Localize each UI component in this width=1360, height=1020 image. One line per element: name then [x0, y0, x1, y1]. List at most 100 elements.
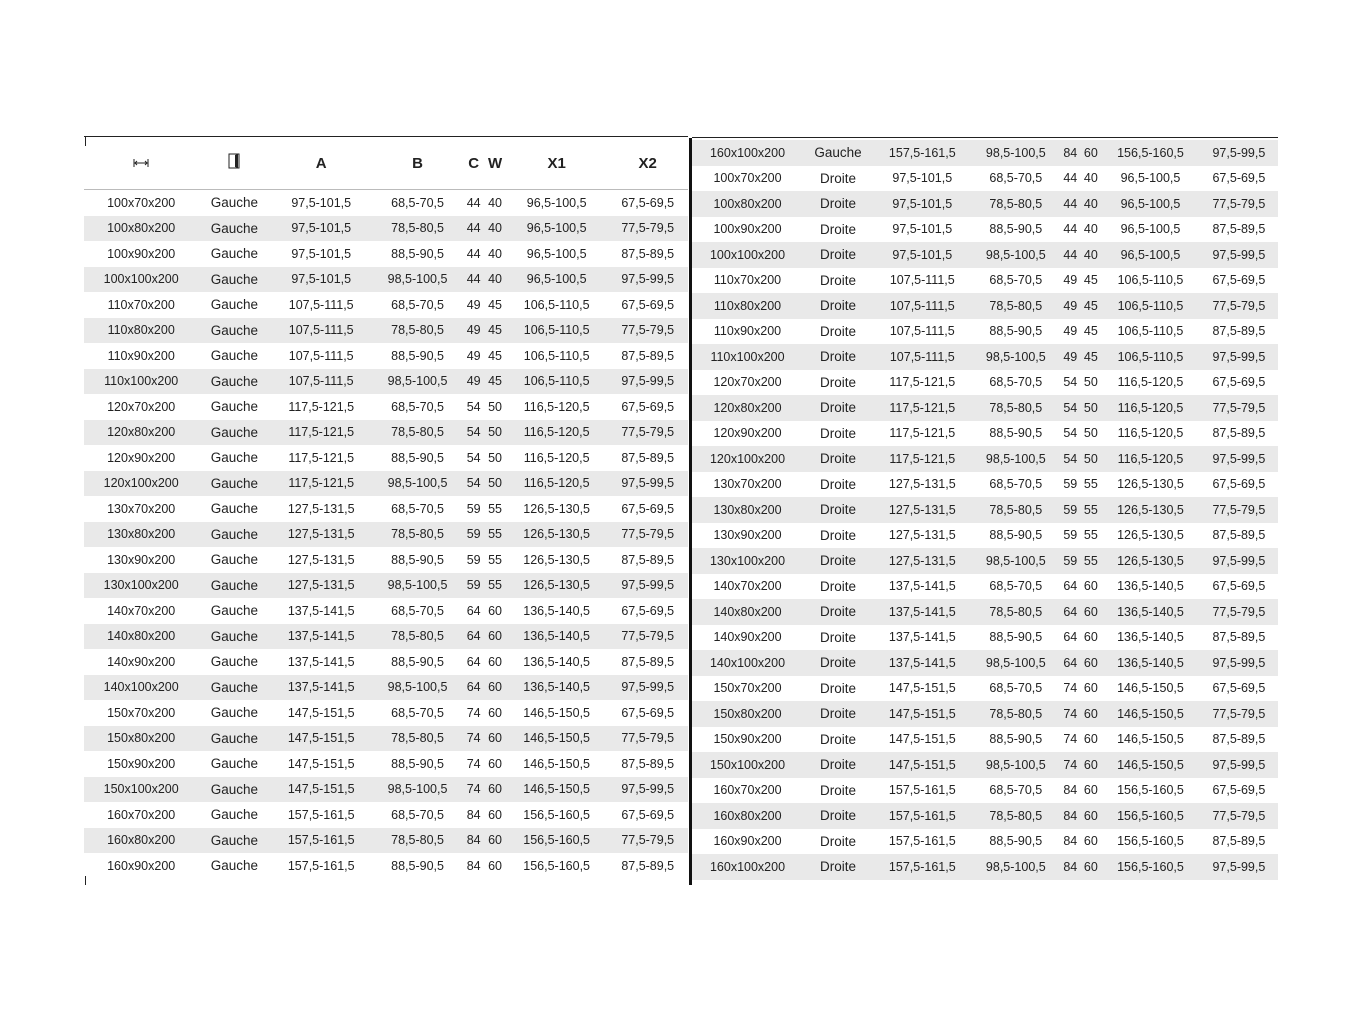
- dimensions-table-left: A B C W X1 X2 100x70x200 Gauche 97,5-101,5…: [84, 136, 688, 879]
- table-cell: 106,5-110,5: [523, 348, 590, 363]
- table-cell: 77,5-79,5: [621, 629, 675, 644]
- table-cell: 106,5-110,5: [1117, 349, 1184, 364]
- table-cell: 120x80x200: [713, 400, 782, 415]
- table-cell: 67,5-69,5: [1212, 273, 1266, 288]
- table-cell: 98,5-100,5: [985, 451, 1046, 466]
- table-cell: 107,5-111,5: [288, 323, 354, 338]
- table-cell: 40: [488, 195, 502, 210]
- table-cell: 96,5-100,5: [1120, 247, 1181, 262]
- table-cell: 100x70x200: [713, 171, 782, 186]
- table-cell: 110x90x200: [107, 348, 175, 363]
- table-cell: 88,5-90,5: [989, 528, 1043, 543]
- table-cell: 64: [1063, 655, 1078, 670]
- table-row: 140x100x200 Gauche 137,5-141,5 98,5-100,5 64…: [84, 674, 688, 700]
- table-row: 150x90x200 Gauche 147,5-151,5 88,5-90,5 74 60…: [84, 751, 688, 777]
- table-cell: 110x80x200: [107, 323, 175, 338]
- table-cell: 100x100x200: [103, 272, 179, 287]
- table-cell: 126,5-130,5: [1117, 502, 1184, 517]
- table-cell: 87,5-89,5: [621, 450, 675, 465]
- table-cell: 78,5-80,5: [989, 604, 1043, 619]
- table-cell: 146,5-150,5: [1117, 681, 1184, 696]
- table-cell: 60: [1083, 681, 1098, 696]
- table-row: 100x90x200 Droite 97,5-101,5 88,5-90,5 44 40 9…: [692, 217, 1278, 243]
- table-cell: Droite: [819, 782, 856, 798]
- table-cell: 45: [1083, 324, 1098, 339]
- table-cell: 77,5-79,5: [1212, 604, 1266, 619]
- table-row: 140x100x200 Droite 137,5-141,5 98,5-100,5 64…: [692, 650, 1278, 676]
- table-cell: Droite: [819, 425, 856, 441]
- table-cell: 117,5-121,5: [889, 400, 956, 415]
- table-cell: 88,5-90,5: [989, 630, 1043, 645]
- table-cell: Gauche: [210, 756, 259, 772]
- table-cell: 55: [1083, 477, 1098, 492]
- table-cell: 60: [1083, 630, 1098, 645]
- table-cell: 120x70x200: [107, 399, 176, 414]
- table-cell: 78,5-80,5: [391, 731, 444, 746]
- table-cell: 67,5-69,5: [621, 195, 675, 210]
- table-cell: 60: [488, 680, 502, 695]
- table-cell: 140x80x200: [107, 629, 176, 644]
- table-cell: Gauche: [210, 781, 259, 797]
- table-row: 100x100x200 Gauche 97,5-101,5 98,5-100,5 44 4…: [84, 266, 688, 292]
- table-row: 140x90x200 Gauche 137,5-141,5 88,5-90,5 64 60…: [84, 649, 688, 675]
- table-cell: 67,5-69,5: [621, 705, 675, 720]
- table-row: 160x70x200 Droite 157,5-161,5 68,5-70,5 84 60…: [692, 778, 1278, 804]
- table-row: 110x80x200 Droite 107,5-111,5 78,5-80,5 49 45…: [692, 293, 1278, 319]
- table-row: 160x90x200 Gauche 157,5-161,5 88,5-90,5 84 60…: [84, 853, 688, 879]
- table-cell: 60: [1083, 732, 1098, 747]
- table-cell: 87,5-89,5: [1212, 528, 1266, 543]
- table-cell: 97,5-99,5: [621, 680, 675, 695]
- table-cell: 60: [488, 858, 502, 873]
- table-cell: 44: [466, 246, 481, 261]
- table-row: 160x70x200 Gauche 157,5-161,5 68,5-70,5 84 60…: [84, 802, 688, 828]
- table-cell: 55: [1083, 528, 1098, 543]
- table-cell: 68,5-70,5: [391, 195, 444, 210]
- table-cell: 160x70x200: [713, 783, 782, 798]
- table-cell: 64: [466, 654, 481, 669]
- table-row: 140x80x200 Gauche 137,5-141,5 78,5-80,5 64 60…: [84, 623, 688, 649]
- column-divider: [689, 138, 692, 885]
- table-cell: Droite: [819, 757, 856, 773]
- table-cell: Gauche: [210, 424, 259, 440]
- table-cell: 60: [1083, 859, 1098, 874]
- table-cell: Droite: [819, 196, 856, 212]
- table-cell: 68,5-70,5: [391, 501, 444, 516]
- table-cell: Gauche: [210, 220, 259, 236]
- table-cell: 117,5-121,5: [889, 426, 956, 441]
- table-cell: Droite: [819, 578, 856, 594]
- table-cell: Droite: [819, 451, 856, 467]
- table-cell: 156,5-160,5: [523, 833, 591, 848]
- table-cell: 87,5-89,5: [1212, 630, 1266, 645]
- table-row: 160x100x200 Gauche 157,5-161,5 98,5-100,5 84…: [692, 140, 1278, 166]
- table-cell: 117,5-121,5: [288, 425, 355, 440]
- table-cell: 96,5-100,5: [1120, 196, 1181, 211]
- table-cell: 49: [466, 323, 481, 338]
- table-cell: 157,5-161,5: [888, 834, 956, 849]
- table-cell: 45: [488, 374, 502, 389]
- table-row: 160x90x200 Droite 157,5-161,5 88,5-90,5 84 60…: [692, 829, 1278, 855]
- table-cell: 54: [1063, 426, 1078, 441]
- table-cell: Droite: [819, 298, 856, 314]
- table-cell: 106,5-110,5: [1117, 298, 1184, 313]
- table-cell: 147,5-151,5: [888, 757, 956, 772]
- table-cell: Gauche: [210, 501, 259, 517]
- table-cell: 137,5-141,5: [888, 655, 956, 670]
- table-cell: 157,5-161,5: [287, 807, 355, 822]
- table-cell: 88,5-90,5: [391, 246, 444, 261]
- table-cell: 88,5-90,5: [391, 654, 444, 669]
- table-cell: 127,5-131,5: [287, 501, 355, 516]
- table-cell: 157,5-161,5: [287, 833, 355, 848]
- table-cell: 100x90x200: [713, 222, 782, 237]
- table-cell: 67,5-69,5: [621, 807, 675, 822]
- table-cell: 140x90x200: [713, 630, 782, 645]
- table-row: 130x80x200 Gauche 127,5-131,5 78,5-80,5 59 55…: [84, 521, 688, 547]
- table-cell: 137,5-141,5: [888, 630, 956, 645]
- table-cell: 96,5-100,5: [526, 246, 587, 261]
- table-cell: 140x100x200: [709, 655, 786, 670]
- table-cell: 40: [1083, 247, 1098, 262]
- table-cell: 77,5-79,5: [621, 323, 675, 338]
- table-cell: 44: [1063, 247, 1078, 262]
- table-cell: 136,5-140,5: [1117, 579, 1184, 594]
- table-cell: 60: [488, 807, 502, 822]
- table-row: 120x100x200 Gauche 117,5-121,5 98,5-100,5 54…: [84, 470, 688, 496]
